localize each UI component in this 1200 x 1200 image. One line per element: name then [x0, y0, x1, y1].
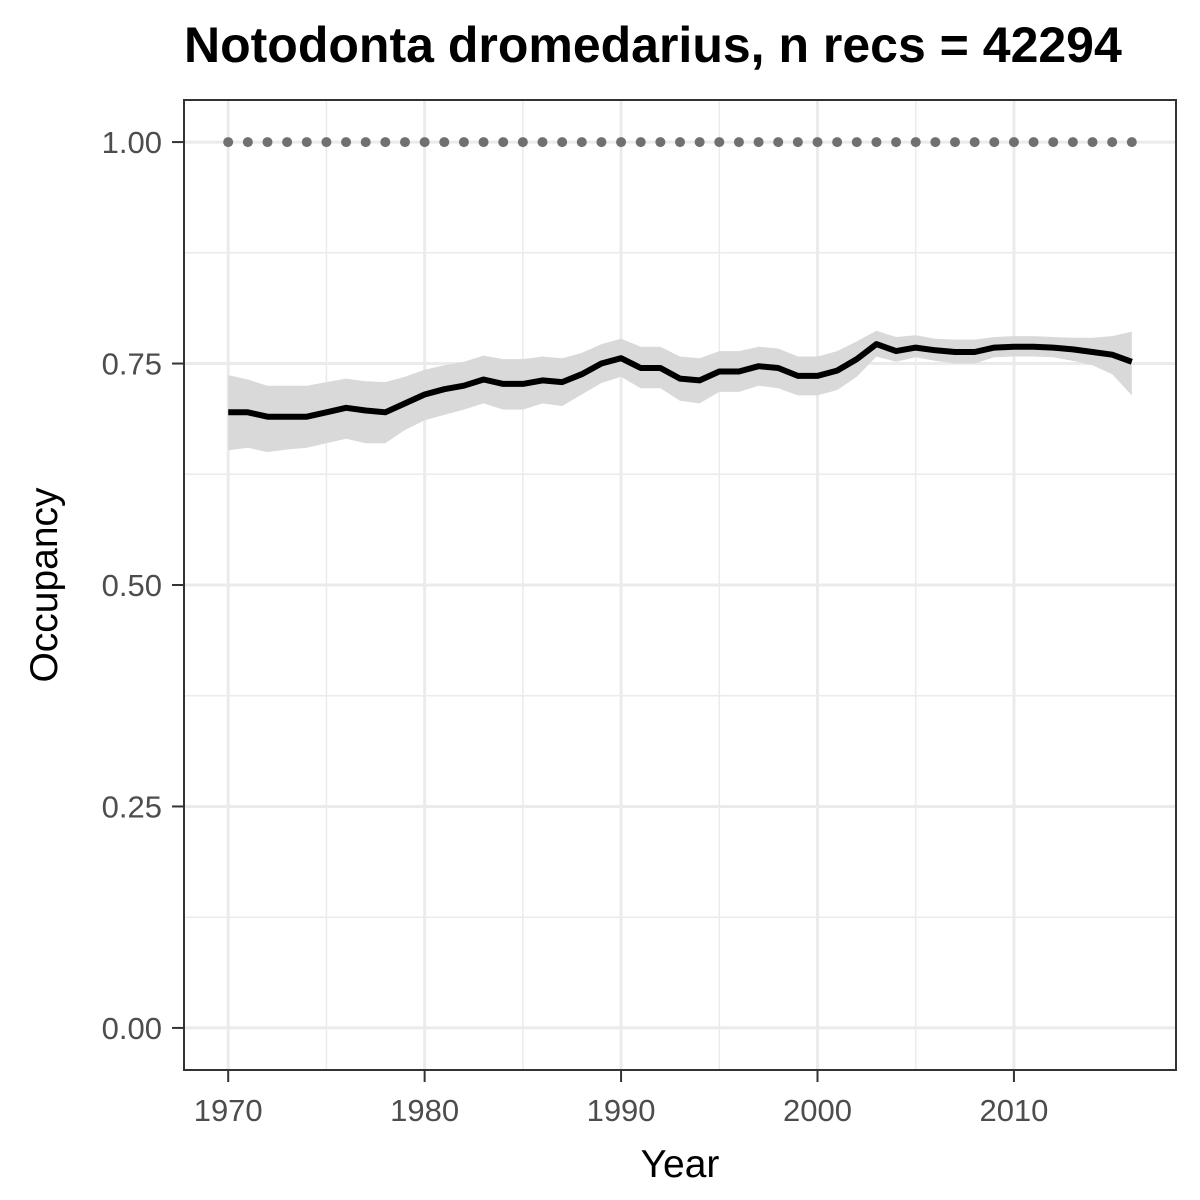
reference-point — [458, 137, 469, 148]
reference-point — [517, 137, 528, 148]
reference-point — [321, 137, 332, 148]
reference-point — [419, 137, 430, 148]
reference-point — [498, 137, 509, 148]
reference-point — [910, 137, 921, 148]
reference-point — [282, 137, 293, 148]
reference-point — [891, 137, 902, 148]
reference-point — [655, 137, 666, 148]
chart-title: Notodonta dromedarius, n recs = 42294 — [184, 17, 1122, 73]
reference-point — [242, 137, 253, 148]
reference-point — [950, 137, 961, 148]
reference-point — [537, 137, 548, 148]
reference-point — [1087, 137, 1098, 148]
reference-point — [1067, 137, 1078, 148]
reference-point — [733, 137, 744, 148]
reference-point — [557, 137, 568, 148]
reference-point — [616, 137, 627, 148]
reference-points-layer — [223, 137, 1137, 148]
reference-point — [596, 137, 607, 148]
x-tick-label: 2010 — [979, 1093, 1048, 1128]
reference-point — [399, 137, 410, 148]
y-axis: 0.00 0.25 0.50 0.75 1.00 — [102, 125, 184, 1046]
reference-point — [380, 137, 391, 148]
reference-point — [930, 137, 941, 148]
reference-point — [714, 137, 725, 148]
x-tick-label: 1980 — [390, 1093, 459, 1128]
y-tick-label: 0.50 — [102, 568, 162, 603]
y-tick-label: 1.00 — [102, 125, 162, 160]
reference-point — [576, 137, 587, 148]
x-tick-label: 2000 — [783, 1093, 852, 1128]
reference-point — [1048, 137, 1059, 148]
reference-point — [360, 137, 371, 148]
reference-point — [439, 137, 450, 148]
reference-point — [753, 137, 764, 148]
reference-point — [792, 137, 803, 148]
confidence-band-layer — [228, 330, 1132, 453]
reference-point — [341, 137, 352, 148]
reference-point — [812, 137, 823, 148]
reference-point — [1008, 137, 1019, 148]
reference-point — [832, 137, 843, 148]
reference-point — [1028, 137, 1039, 148]
confidence-band — [228, 330, 1132, 453]
y-tick-label: 0.75 — [102, 347, 162, 382]
y-tick-label: 0.25 — [102, 789, 162, 824]
reference-point — [223, 137, 234, 148]
reference-point — [301, 137, 312, 148]
reference-point — [635, 137, 646, 148]
reference-point — [871, 137, 882, 148]
reference-point — [773, 137, 784, 148]
reference-point — [675, 137, 685, 148]
trend-line-layer — [228, 341, 1133, 420]
reference-point — [969, 137, 980, 148]
x-axis-title: Year — [641, 1143, 720, 1186]
reference-point — [262, 137, 273, 148]
x-axis: 1970 1980 1990 2000 2010 — [194, 1070, 1048, 1128]
reference-point — [478, 137, 489, 148]
reference-point — [1107, 137, 1118, 148]
reference-point — [851, 137, 862, 148]
y-axis-title: Occupancy — [23, 487, 66, 683]
reference-point — [694, 137, 705, 148]
x-tick-label: 1990 — [587, 1093, 656, 1128]
x-tick-label: 1970 — [194, 1093, 263, 1128]
major-gridlines — [184, 100, 1176, 1070]
y-tick-label: 0.00 — [102, 1011, 162, 1046]
occupancy-line — [228, 341, 1133, 420]
reference-point — [989, 137, 1000, 148]
reference-point — [1126, 137, 1137, 148]
